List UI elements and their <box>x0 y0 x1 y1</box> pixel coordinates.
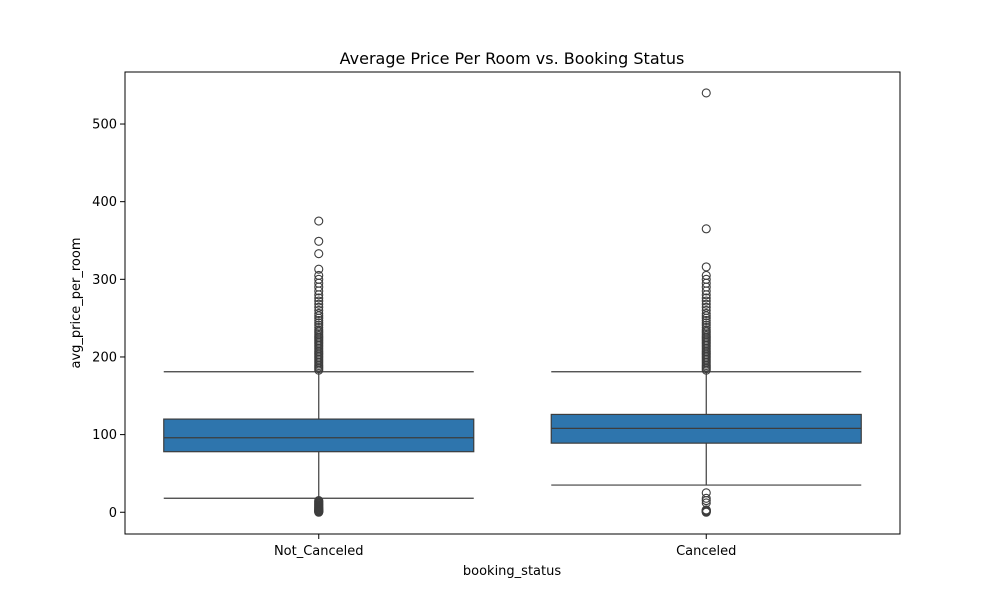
outlier-point-not-canceled <box>314 496 324 506</box>
x-tick-label: Canceled <box>676 544 736 559</box>
outlier-point-not-canceled <box>314 318 324 328</box>
y-tick-label: 500 <box>92 118 117 133</box>
outlier-point-not-canceled <box>314 236 324 246</box>
y-tick-label: 200 <box>92 350 117 365</box>
x-axis-label: booking_status <box>463 564 561 579</box>
outlier-point-not-canceled <box>314 322 324 333</box>
outlier-point-not-canceled <box>314 299 324 309</box>
y-tick-label: 0 <box>109 506 117 521</box>
outlier-point-canceled <box>701 308 711 319</box>
outlier-point-canceled <box>701 322 711 333</box>
outlier-point-not-canceled <box>314 270 324 280</box>
outlier-point-not-canceled <box>314 302 324 312</box>
outlier-point-canceled <box>701 302 711 312</box>
outlier-point-canceled <box>701 262 711 272</box>
x-tick-label: Not_Canceled <box>274 544 364 559</box>
outlier-point-not-canceled <box>314 320 324 330</box>
outlier-point-not-canceled <box>314 296 324 306</box>
outlier-point-not-canceled <box>314 264 324 274</box>
chart-marks <box>163 88 862 517</box>
outlier-point-canceled <box>701 488 711 498</box>
outlier-point-canceled <box>701 325 711 335</box>
outlier-point-not-canceled <box>314 305 324 315</box>
y-tick-label: 300 <box>92 273 117 288</box>
outlier-point-canceled <box>701 299 711 309</box>
outlier-point-not-canceled <box>314 249 324 259</box>
outlier-point-not-canceled <box>314 216 324 226</box>
outlier-point-canceled <box>701 318 711 328</box>
outlier-point-not-canceled <box>314 315 324 326</box>
y-axis-label: avg_price_per_room <box>69 238 84 369</box>
outlier-point-not-canceled <box>314 274 324 284</box>
outlier-point-canceled <box>701 224 711 234</box>
outlier-point-canceled <box>701 498 711 508</box>
outlier-point-canceled <box>701 320 711 330</box>
y-tick-label: 400 <box>92 195 117 210</box>
outlier-point-canceled <box>701 88 711 98</box>
plot-area-frame <box>124 71 901 535</box>
outlier-point-canceled <box>701 274 711 284</box>
outlier-point-canceled <box>701 296 711 306</box>
outlier-point-canceled <box>701 505 711 515</box>
outlier-point-not-canceled <box>314 293 324 303</box>
y-tick-label: 100 <box>92 428 117 443</box>
outlier-point-canceled <box>701 315 711 326</box>
outlier-point-not-canceled <box>314 325 324 335</box>
box-not-canceled <box>163 418 475 453</box>
chart-axes: 0 100 200 300 400 500 Not_Canceled Canceled <box>92 118 736 559</box>
chart-title: Average Price Per Room vs. Booking Statu… <box>340 49 685 68</box>
outlier-point-not-canceled <box>314 308 324 319</box>
outlier-point-canceled <box>701 293 711 303</box>
outlier-point-canceled <box>701 493 711 503</box>
outlier-point-canceled <box>701 305 711 315</box>
